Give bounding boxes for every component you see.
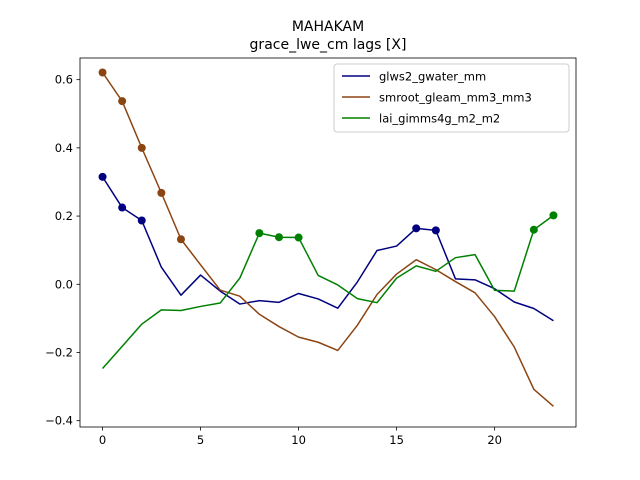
chart-title-line2: grace_lwe_cm lags [X]: [250, 37, 407, 53]
x-tick-label: 10: [291, 433, 306, 447]
axes: 0 5 10 15 20 −0.4 −0.2 0.0 0.2 0.4 0.6: [45, 57, 577, 447]
plot-area: [98, 68, 558, 407]
data-point-glws2_gwater_mm-0: [98, 172, 107, 181]
y-tick-label: −0.2: [45, 345, 73, 359]
data-point-glws2_gwater_mm-17: [431, 226, 440, 235]
legend-box: [333, 63, 570, 133]
data-point-smroot_gleam_mm3_mm3-3: [157, 188, 166, 197]
data-point-smroot_gleam_mm3_mm3-0: [98, 68, 107, 77]
y-tick-label: −0.4: [45, 414, 73, 428]
data-point-lai_gimms4g_m2_m2-8: [255, 229, 264, 238]
axes-frame: [79, 57, 577, 428]
data-point-lai_gimms4g_m2_m2-10: [294, 233, 303, 242]
chart-title-line1: MAHAKAM: [292, 19, 364, 35]
x-tick-label: 0: [99, 433, 106, 447]
data-point-lai_gimms4g_m2_m2-22: [529, 225, 538, 234]
x-tick-label: 20: [487, 433, 502, 447]
series-line-smroot_gleam_mm3_mm3: [101, 72, 554, 407]
legend-label-lai_gimms4g_m2_m2: lai_gimms4g_m2_m2: [379, 112, 500, 126]
data-point-lai_gimms4g_m2_m2-23: [549, 211, 558, 220]
x-tick-label: 15: [389, 433, 404, 447]
data-point-glws2_gwater_mm-2: [137, 216, 146, 225]
y-tick-label: 0.0: [55, 277, 73, 291]
y-tick-label: 0.2: [55, 209, 73, 223]
y-tick-label: 0.6: [55, 73, 73, 87]
x-tick-label: 5: [197, 433, 204, 447]
data-point-lai_gimms4g_m2_m2-9: [274, 233, 283, 242]
data-point-glws2_gwater_mm-16: [412, 224, 421, 233]
legend: glws2_gwater_mm smroot_gleam_mm3_mm3 lai_g…: [333, 63, 570, 133]
data-point-smroot_gleam_mm3_mm3-1: [118, 97, 127, 106]
legend-label-glws2_gwater_mm: glws2_gwater_mm: [379, 70, 486, 84]
data-point-glws2_gwater_mm-1: [118, 203, 127, 212]
data-point-smroot_gleam_mm3_mm3-2: [137, 143, 146, 152]
series-line-lai_gimms4g_m2_m2: [101, 214, 554, 370]
data-point-smroot_gleam_mm3_mm3-4: [176, 235, 185, 244]
y-tick-label: 0.4: [55, 141, 73, 155]
series-line-glws2_gwater_mm: [101, 176, 554, 322]
legend-label-smroot_gleam_mm3_mm3: smroot_gleam_mm3_mm3: [379, 91, 532, 105]
